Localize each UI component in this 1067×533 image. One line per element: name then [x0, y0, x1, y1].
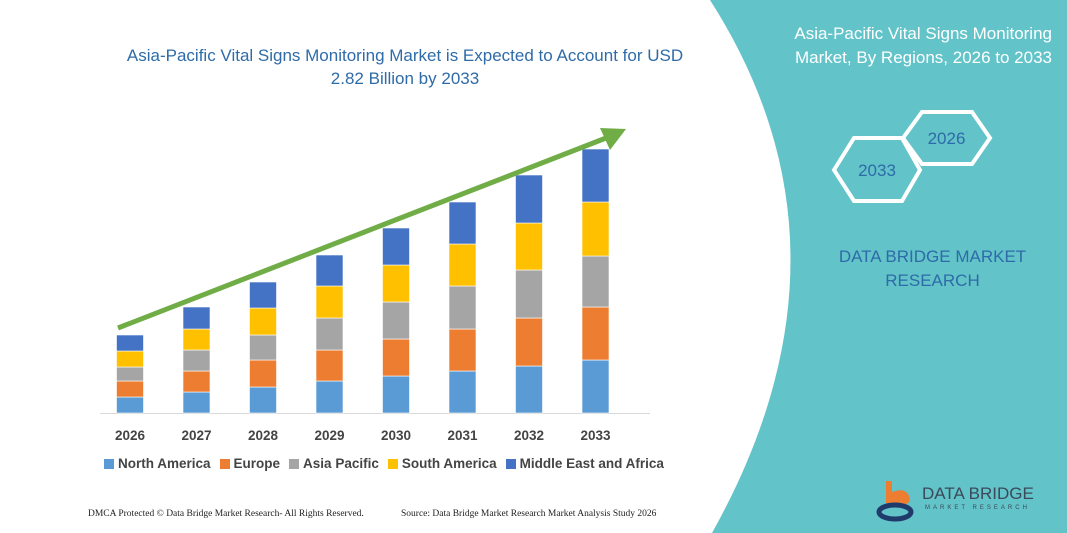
hexagon-2033 [831, 136, 923, 203]
chart-plot: 2026 2027 2028 2029 2030 2031 2032 2033 [100, 128, 650, 443]
x-tick-label: 2028 [248, 428, 279, 443]
hex-label-start: 2026 [927, 129, 966, 148]
legend-swatch [387, 458, 398, 469]
bar-segment-europe-2028 [249, 359, 277, 388]
bar-segment-asia-pacific-2026 [116, 366, 144, 382]
x-tick-label: 2029 [314, 428, 344, 443]
bar-segment-asia-pacific-2027 [182, 349, 211, 372]
x-tick-label: 2026 [115, 428, 146, 443]
bar-segment-north-america-2029 [315, 380, 344, 414]
chart-title: Asia-Pacific Vital Signs Monitoring Mark… [126, 46, 684, 88]
side-panel-shape [710, 0, 1067, 533]
x-tick-label: 2030 [381, 428, 411, 443]
bar-segment-south-america-2027 [182, 328, 211, 351]
bar-segment-asia-pacific-2031 [448, 285, 477, 330]
bar-segment-north-america-2033 [581, 359, 610, 414]
bar-segment-south-america-2031 [448, 243, 477, 287]
trend-arrow-head [600, 128, 626, 150]
bar-segment-middle-east-and-africa-2033 [581, 148, 610, 203]
bar-segment-north-america-2031 [448, 370, 477, 414]
bar-segment-asia-pacific-2030 [382, 301, 410, 340]
x-tick-label: 2032 [514, 428, 544, 443]
legend-label: Europe [233, 456, 281, 471]
bar-segment-north-america-2030 [382, 375, 410, 414]
bar-segment-middle-east-and-africa-2026 [116, 334, 144, 352]
bar-segment-europe-2027 [182, 370, 211, 393]
side-panel-title: Asia-Pacific Vital Signs Monitoring Mark… [794, 24, 1052, 67]
legend-swatch [219, 458, 230, 469]
trend-arrow-line [117, 135, 607, 331]
bar-segment-asia-pacific-2033 [581, 255, 610, 308]
bar-segment-middle-east-and-africa-2031 [448, 201, 477, 245]
bar-segment-south-america-2026 [116, 350, 144, 368]
legend-swatch [104, 458, 114, 469]
legend-label: South America [401, 456, 497, 471]
brand-text: DATA BRIDGE MARKET RESEARCH [838, 247, 1027, 290]
bar-segment-middle-east-and-africa-2030 [382, 227, 410, 266]
legend-item: Asia Pacific [289, 456, 379, 471]
bar-segment-south-america-2032 [515, 222, 543, 271]
legend-label: Middle East and Africa [519, 456, 664, 471]
bar-segment-south-america-2030 [382, 264, 410, 303]
bar-segment-europe-2030 [382, 338, 410, 377]
legend-item: Middle East and Africa [505, 456, 664, 471]
footer-source: Source: Data Bridge Market Research Mark… [401, 509, 657, 519]
legend-swatch [289, 458, 300, 469]
bar-segment-south-america-2028 [249, 307, 277, 336]
logo-subtitle: MARKET RESEARCH [925, 505, 1030, 511]
x-tick-label: 2031 [447, 428, 478, 443]
legend-label: North America [118, 456, 211, 471]
x-tick-label: 2027 [181, 428, 211, 443]
bar-segment-europe-2031 [448, 328, 477, 372]
legend-item: North America [104, 456, 211, 471]
bar-segment-middle-east-and-africa-2032 [515, 174, 543, 224]
bar-segment-north-america-2032 [515, 365, 543, 414]
bar-segment-south-america-2029 [315, 285, 344, 319]
bar-segment-middle-east-and-africa-2027 [182, 306, 211, 330]
bar-segment-north-america-2026 [116, 396, 144, 414]
legend-item: Europe [219, 456, 281, 471]
hexagon-2026 [900, 110, 993, 166]
bar-segment-asia-pacific-2029 [315, 317, 344, 351]
bar-segment-asia-pacific-2028 [249, 334, 277, 361]
bar-segment-europe-2033 [581, 306, 610, 361]
bar-segment-south-america-2033 [581, 201, 610, 257]
chart-legend: North America Europe Asia Pacific South Ame… [104, 456, 664, 471]
legend-swatch [505, 458, 516, 469]
bar-segment-middle-east-and-africa-2028 [249, 281, 277, 309]
legend-label: Asia Pacific [303, 456, 379, 471]
bar-segment-middle-east-and-africa-2029 [315, 254, 344, 287]
bar-segment-north-america-2028 [249, 386, 277, 414]
logo-name: DATA BRIDGE [922, 484, 1034, 503]
logo-icon [876, 481, 914, 522]
footer-copyright: DMCA Protected © Data Bridge Market Rese… [88, 509, 364, 519]
bar-segment-asia-pacific-2032 [515, 269, 543, 319]
bar-segment-europe-2032 [515, 317, 543, 367]
hex-label-end: 2033 [858, 161, 896, 180]
bar-segment-europe-2026 [116, 380, 144, 398]
x-tick-label: 2033 [580, 428, 611, 443]
legend-item: South America [387, 456, 497, 471]
bar-segment-europe-2029 [315, 349, 344, 382]
bar-segment-north-america-2027 [182, 391, 211, 414]
